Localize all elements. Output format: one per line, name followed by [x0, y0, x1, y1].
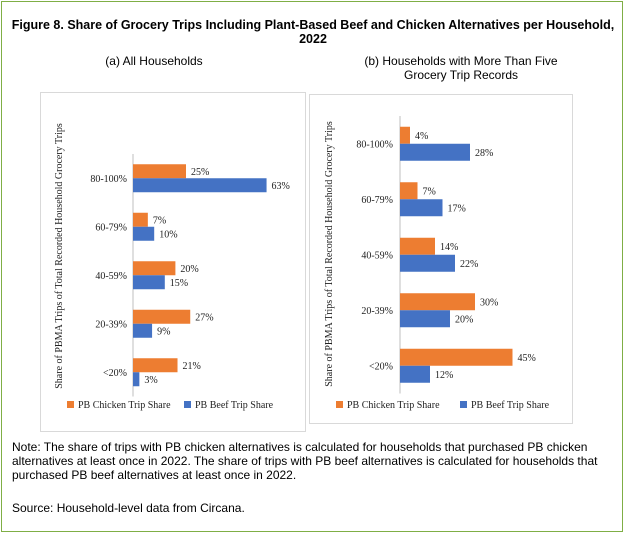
chart-a-bar-beef — [133, 178, 267, 193]
chart-b-data-label: 7% — [423, 186, 436, 197]
chart-a-tick-label: 60-79% — [95, 222, 127, 233]
chart-a-bar-chicken — [133, 164, 186, 179]
chart-a-data-label: 15% — [170, 278, 188, 289]
chart-a-data-label: 7% — [153, 215, 166, 226]
chart-b-bar-chicken — [400, 182, 418, 200]
chart-b-data-label: 4% — [415, 131, 428, 142]
chart-b-legend-swatch — [336, 401, 343, 408]
chart-a-bar-chicken — [133, 261, 176, 276]
chart-b-bar-beef — [400, 310, 450, 328]
chart-a-data-label: 20% — [180, 264, 198, 275]
chart-a-data-label: 27% — [195, 312, 213, 323]
chart-b-y-axis-title: Share of PBMA Trips of Total Recorded Ho… — [324, 121, 335, 387]
chart-b-tick-label: 20-39% — [361, 306, 393, 317]
chart-a-legend-swatch — [67, 401, 74, 408]
chart-a-bar-chicken — [133, 358, 178, 373]
chart-a-tick-label: 40-59% — [95, 271, 127, 282]
panel-b-title-line1: (b) Households with More Than Five — [364, 54, 558, 68]
chart-b-data-label: 28% — [475, 148, 493, 159]
panel-b-title-line2: Grocery Trip Records — [403, 68, 519, 82]
chart-b-bar-chicken — [400, 126, 410, 144]
figure-source: Source: Household-level data from Circan… — [12, 501, 245, 515]
chart-b-bar-chicken — [400, 293, 475, 311]
chart-b-data-label: 14% — [440, 242, 458, 253]
chart-a-tick-label: 80-100% — [90, 174, 127, 185]
chart-b-data-label: 22% — [460, 259, 478, 270]
chart-b-bar-beef — [400, 365, 430, 383]
chart-a-y-axis-title: Share of PBMA Trips of Total Recorded Ho… — [54, 123, 65, 389]
chart-b-data-label: 12% — [435, 370, 453, 381]
chart-b-bar-beef — [400, 143, 470, 161]
figure-title: Figure 8. Share of Grocery Trips Includi… — [11, 18, 615, 46]
chart-b-tick-label: 80-100% — [356, 139, 393, 150]
chart-b-bar-beef — [400, 199, 443, 217]
chart-a-data-label: 21% — [183, 361, 201, 372]
panel-a-title: (a) All Households — [105, 54, 203, 68]
chart-b-tick-label: <20% — [369, 361, 393, 372]
chart-a-data-label: 9% — [157, 326, 170, 337]
chart-b-bar-beef — [400, 254, 455, 272]
chart-b-data-label: 45% — [518, 353, 536, 364]
chart-a-bar-beef — [133, 323, 153, 338]
chart-a-legend-label: PB Beef Trip Share — [195, 400, 274, 411]
chart-a-bar-beef — [133, 226, 155, 241]
chart-b-legend-label: PB Beef Trip Share — [471, 400, 550, 411]
chart-a-bar-chicken — [133, 212, 148, 227]
chart-a-tick-label: 20-39% — [95, 319, 127, 330]
chart-b-data-label: 20% — [455, 314, 473, 325]
chart-b-bar-chicken — [400, 348, 513, 366]
chart-a-bar-beef — [133, 372, 140, 387]
chart-a-data-label: 25% — [191, 167, 209, 178]
chart-a-data-label: 63% — [272, 181, 290, 192]
chart-b-tick-label: 40-59% — [361, 250, 393, 261]
chart-a-bar-beef — [133, 275, 165, 290]
chart-b-legend-label: PB Chicken Trip Share — [347, 400, 440, 411]
chart-a-legend-swatch — [184, 401, 191, 408]
chart-a-tick-label: <20% — [103, 368, 127, 379]
chart-a-data-label: 3% — [144, 375, 157, 386]
chart-b-tick-label: 60-79% — [361, 195, 393, 206]
chart-b-legend-swatch — [460, 401, 467, 408]
chart-b-data-label: 30% — [480, 297, 498, 308]
chart-b-bar-chicken — [400, 237, 435, 255]
chart-a-legend-label: PB Chicken Trip Share — [78, 400, 171, 411]
chart-b-data-label: 17% — [448, 203, 466, 214]
chart-a-bar-chicken — [133, 309, 191, 324]
chart-a-data-label: 10% — [159, 229, 177, 240]
figure-note: Note: The share of trips with PB chicken… — [12, 440, 598, 482]
